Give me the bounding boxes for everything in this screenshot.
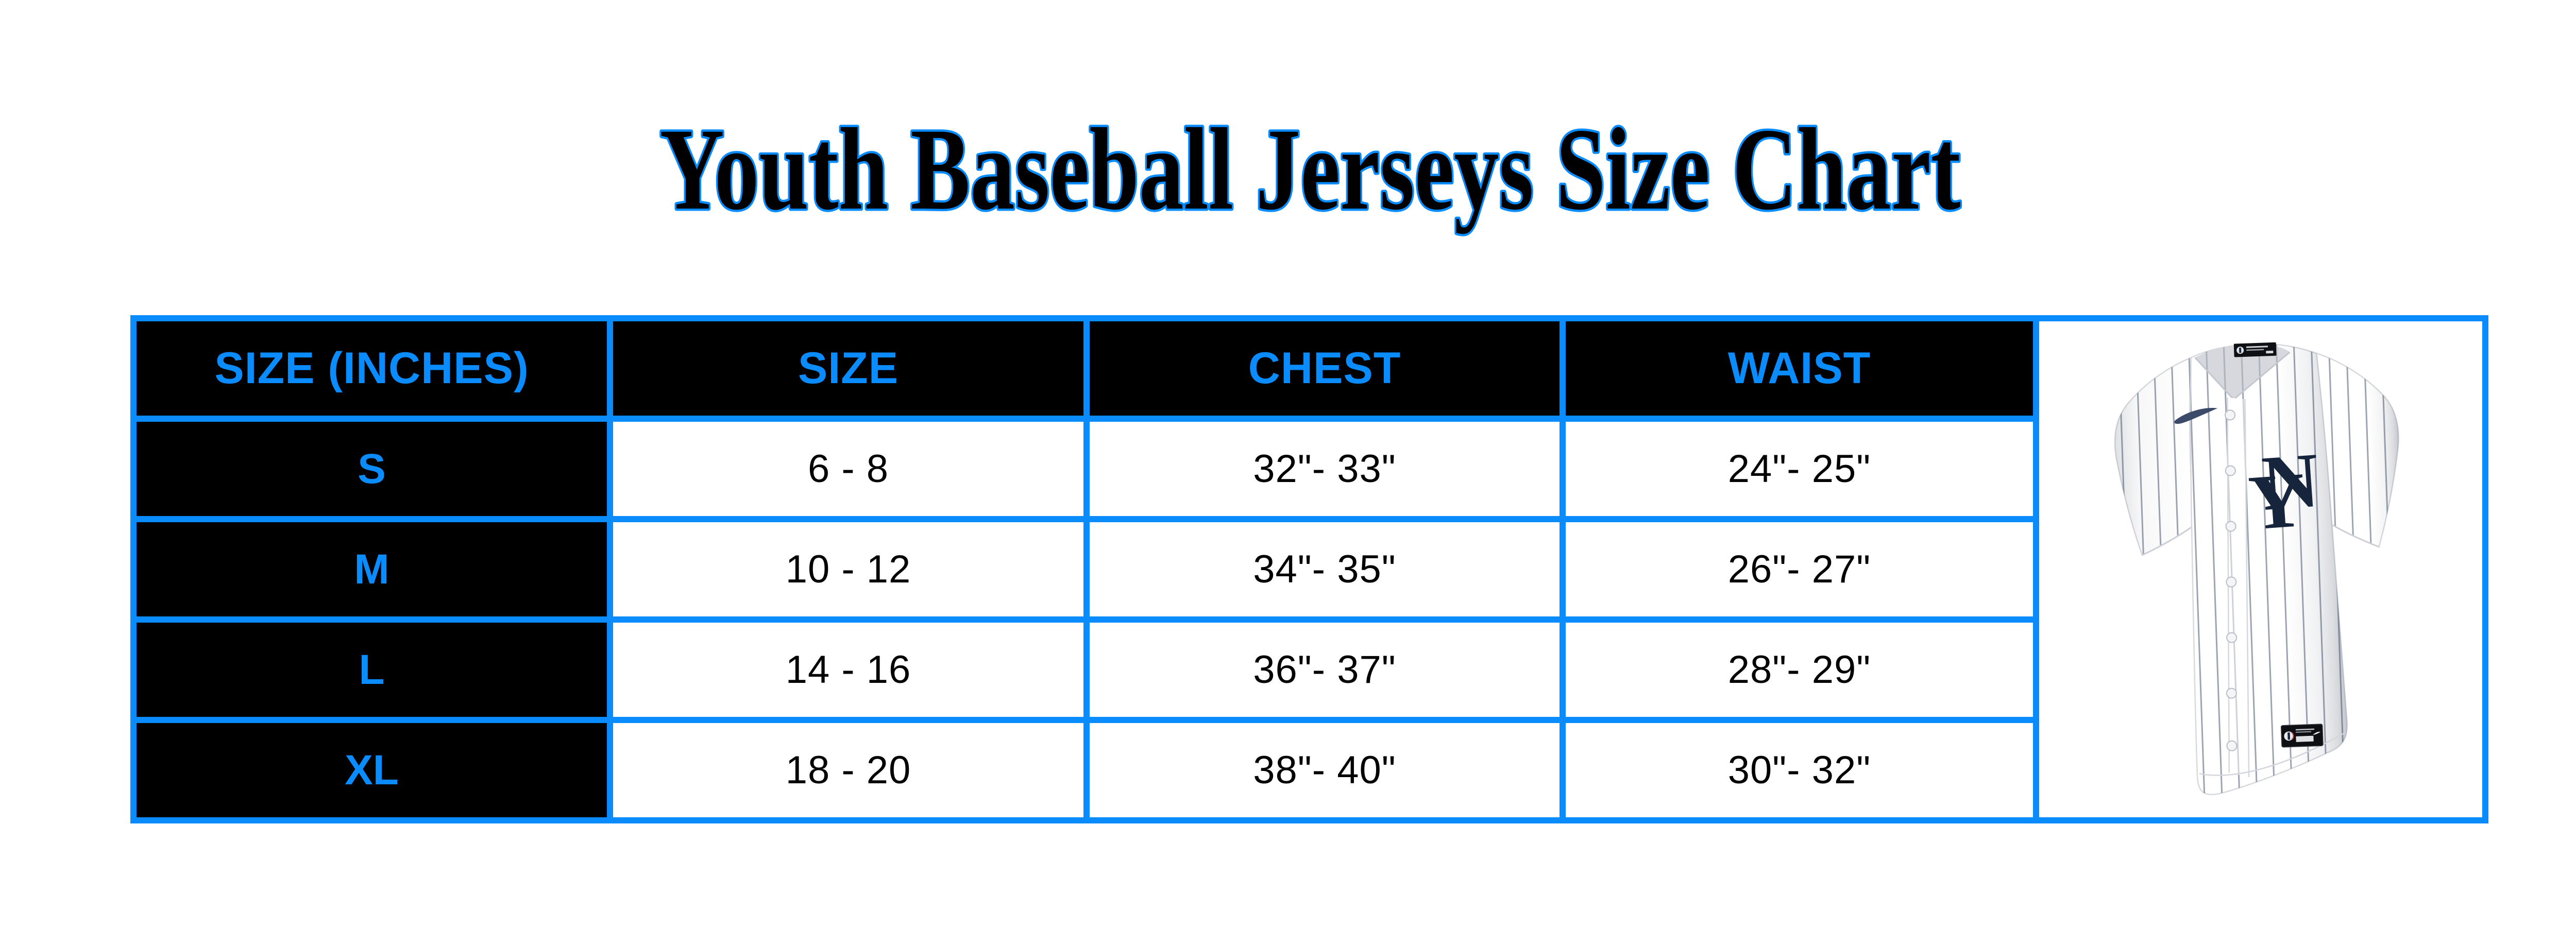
column-header-size: SIZE [613,321,1083,416]
jersey-buttons [2225,409,2238,751]
collar-back-panel [2194,343,2291,400]
row-s-age-range: 6 - 8 [613,422,1083,516]
page-title: Youth Baseball Jerseys Size Chart [660,105,1961,234]
row-s-chest: 32"- 33" [1090,422,1560,516]
jersey-left-sleeve [2111,356,2199,557]
row-l-age-range: 14 - 16 [613,623,1083,717]
row-l-chest: 36"- 37" [1090,623,1560,717]
hem-seam [2199,731,2346,776]
ny-logo-letter-y: Y [2246,456,2309,546]
row-m-waist: 26"- 27" [1566,522,2033,616]
row-xl-size-label: XL [137,723,607,817]
row-s-size-label: S [137,422,607,516]
jock-tag [2280,723,2324,747]
row-l-waist: 28"- 29" [1566,623,2033,717]
row-s-waist: 24"- 25" [1566,422,2033,516]
ny-logo-letter-n: N [2259,436,2321,526]
column-header-chest: CHEST [1090,321,1560,416]
row-m-chest: 34"- 35" [1090,522,1560,616]
row-xl-chest: 38"- 40" [1090,723,1560,817]
jersey-group: N Y [2111,340,2403,796]
size-chart-table: N Y [130,315,2488,823]
row-xl-waist: 30"- 32" [1566,723,2033,817]
column-header-size-inches: SIZE (INCHES) [137,321,607,416]
ny-logo: N Y [2246,436,2322,546]
jersey-image-cell: N Y [2039,321,2482,817]
row-m-size-label: M [137,522,607,616]
page-title-banner: Youth Baseball Jerseys Size Chart [657,102,1963,237]
collar-size-tag [2233,342,2277,357]
row-l-size-label: L [137,623,607,717]
nike-swoosh-icon [2174,407,2218,424]
column-header-waist: WAIST [1566,321,2033,416]
button-placket [2227,397,2250,777]
yankees-pinstripe-jersey-image: N Y [2111,340,2403,796]
row-m-age-range: 10 - 12 [613,522,1083,616]
row-xl-age-range: 18 - 20 [613,723,1083,817]
